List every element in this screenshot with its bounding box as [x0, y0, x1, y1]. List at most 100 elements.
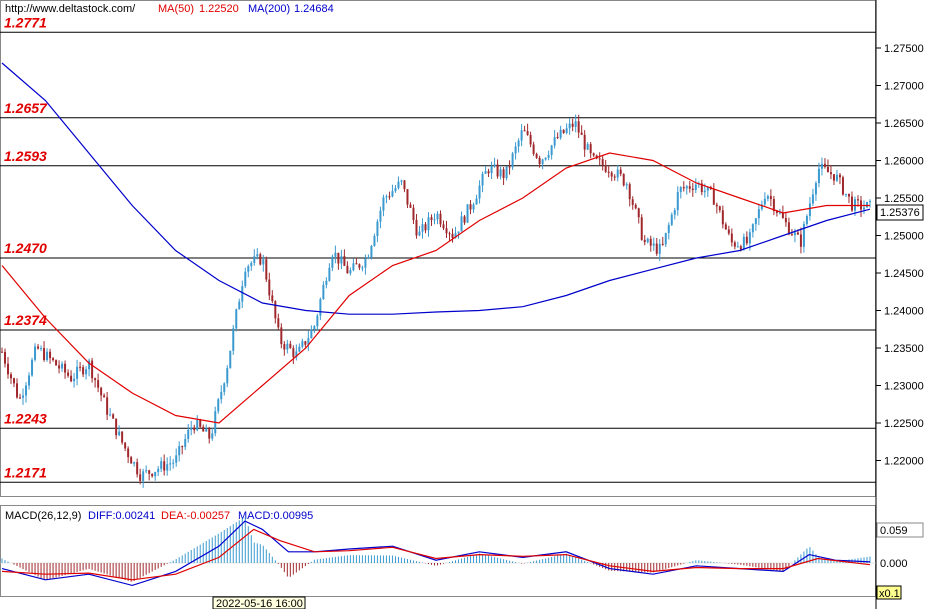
candle-body	[853, 199, 856, 211]
candle-body	[808, 203, 811, 217]
candle-body	[226, 368, 229, 384]
candle-body	[820, 163, 823, 169]
candle-body	[307, 338, 310, 345]
candle-body	[64, 363, 67, 373]
candle-body	[157, 468, 160, 472]
candle-body	[652, 243, 655, 246]
candle-body	[769, 196, 772, 200]
candle-body	[580, 132, 583, 135]
ma50-legend-value: 1.22520	[199, 3, 239, 15]
candle-body	[643, 239, 646, 243]
candle-body	[58, 365, 61, 369]
candle-body	[547, 154, 550, 158]
candle-body	[160, 461, 163, 469]
candle-body	[631, 199, 634, 205]
level-label: 1.2243	[4, 410, 47, 426]
candle-body	[103, 395, 106, 398]
ma200-legend-label: MA(200)	[248, 3, 290, 15]
candle-body	[175, 455, 178, 463]
candle-body	[685, 186, 688, 189]
price-axis-tick-label: 1.24500	[884, 268, 924, 280]
candle-body	[88, 360, 91, 370]
candle-body	[601, 159, 604, 166]
candle-body	[1, 351, 3, 353]
candle-body	[844, 193, 847, 195]
candle-body	[811, 194, 814, 204]
url-label: http://www.deltastock.com/	[5, 3, 136, 15]
candle-body	[46, 351, 49, 361]
candle-body	[82, 367, 85, 375]
candle-body	[739, 246, 742, 250]
candle-body	[541, 159, 544, 165]
price-axis-tick-label: 1.25500	[884, 193, 924, 205]
candle-body	[802, 224, 805, 247]
candle-body	[118, 431, 121, 436]
macd-title: MACD(26,12,9)	[5, 510, 81, 522]
candle-body	[571, 123, 574, 127]
candle-body	[304, 341, 307, 345]
candle-body	[760, 204, 763, 210]
candle-body	[847, 193, 850, 197]
candle-body	[337, 252, 340, 264]
candle-body	[589, 144, 592, 154]
macd-diff-label: DIFF:0.00241	[88, 510, 155, 522]
candle-body	[241, 286, 244, 302]
candle-body	[121, 431, 124, 443]
candle-body	[454, 233, 457, 238]
candle-body	[778, 212, 781, 214]
candle-body	[316, 315, 319, 327]
level-label: 1.2470	[4, 240, 47, 256]
candle-body	[421, 224, 424, 232]
candle-body	[229, 350, 232, 369]
candle-body	[478, 185, 481, 199]
candle-body	[379, 210, 382, 222]
candle-body	[115, 418, 118, 436]
candle-body	[289, 343, 292, 349]
candle-body	[70, 375, 73, 382]
candle-body	[139, 474, 142, 481]
candle-body	[565, 128, 568, 133]
macd-value-label: MACD:0.00995	[238, 510, 313, 522]
candle-body	[538, 157, 541, 165]
candle-body	[190, 427, 193, 430]
candle-body	[673, 210, 676, 215]
candle-body	[25, 385, 28, 396]
candle-body	[427, 217, 430, 231]
ma50-line	[1, 152, 870, 424]
candle-body	[142, 471, 145, 481]
candle-body	[424, 224, 427, 231]
candle-body	[310, 329, 313, 339]
macd-scale-box	[876, 585, 902, 600]
candle-body	[869, 201, 871, 203]
candle-body	[409, 204, 412, 208]
candle-body	[49, 351, 52, 359]
candle-body	[325, 280, 328, 285]
candle-body	[448, 233, 451, 235]
candle-body	[334, 252, 337, 257]
candle-body	[832, 174, 835, 181]
candle-body	[784, 218, 787, 223]
candle-body	[721, 210, 724, 225]
candle-body	[277, 318, 280, 328]
ma50-legend-label: MA(50)	[158, 3, 194, 15]
candle-body	[394, 188, 397, 192]
candle-body	[259, 254, 262, 265]
candle-body	[865, 202, 868, 208]
candle-body	[163, 461, 166, 471]
candle-body	[133, 462, 136, 464]
candle-body	[7, 363, 10, 375]
last-price-box	[876, 204, 924, 221]
candle-body	[835, 174, 838, 181]
candle-body	[382, 197, 385, 211]
candle-body	[787, 222, 790, 235]
candle-body	[511, 153, 514, 168]
candle-body	[55, 360, 58, 366]
candle-body	[106, 397, 109, 415]
candle-body	[661, 243, 664, 245]
candle-body	[292, 348, 295, 358]
candle-body	[349, 270, 352, 274]
level-label: 1.2771	[4, 14, 47, 30]
macd-dea-label: DEA:-0.00257	[161, 510, 230, 522]
last-price-label: 1.25376	[880, 207, 920, 219]
level-label: 1.2593	[4, 148, 47, 164]
